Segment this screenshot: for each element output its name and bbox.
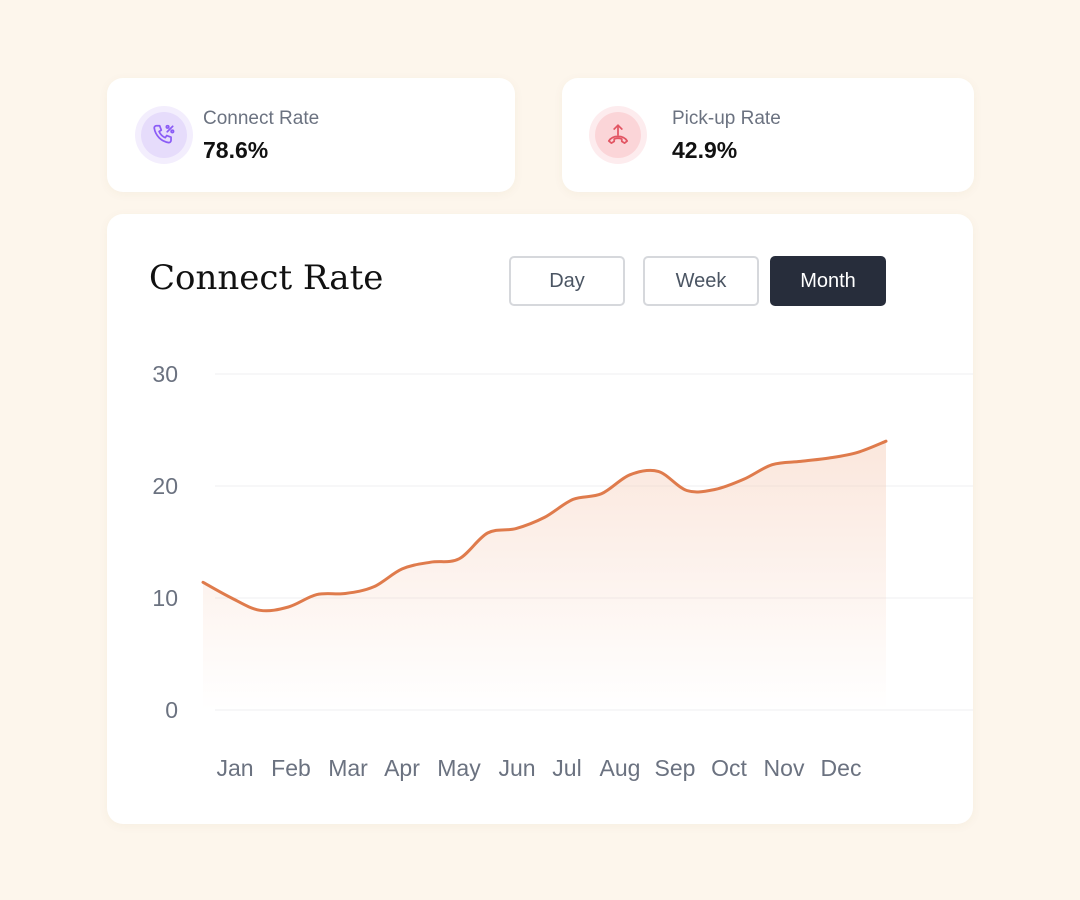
connect-rate-label: Connect Rate [203,108,320,129]
phone-percent-icon [141,112,187,158]
area-chart: 0 10 20 30 Jan Feb Mar Apr May Jun Jul Aug Sep Oct No… [152,361,973,781]
chart-title: Connect Rate [149,258,384,298]
x-tick-label: Sep [655,755,696,781]
pickup-rate-value: 42.9% [672,137,738,163]
phone-percent-icon-wrapper [135,106,193,164]
x-tick-label: Dec [821,755,862,781]
phone-pickup-icon [595,112,641,158]
x-tick-label: Oct [711,755,747,781]
x-tick-label: Feb [271,755,311,781]
y-tick-label: 30 [152,361,178,387]
y-tick-label: 0 [165,697,178,723]
y-tick-label: 20 [152,473,178,499]
pickup-rate-label: Pick-up Rate [672,108,781,129]
period-week-button[interactable]: Week [643,256,759,306]
series-line [201,439,888,613]
x-tick-label: Jun [498,755,535,781]
x-tick-label: May [437,755,481,781]
phone-pickup-icon-wrapper [589,106,647,164]
period-month-button[interactable]: Month [770,256,886,306]
y-tick-label: 10 [152,585,178,611]
x-tick-label: Aug [600,755,641,781]
series-area-fill [203,441,886,710]
x-tick-label: Nov [764,755,805,781]
y-axis-ticks: 0 10 20 30 [152,361,178,723]
connect-rate-chart-card: Connect Rate Day Week Month 0 10 20 30 Jan F… [107,214,973,824]
connect-rate-card: Connect Rate 78.6% [107,78,515,192]
x-tick-label: Apr [384,755,420,781]
connect-rate-value: 78.6% [203,137,269,163]
period-day-button[interactable]: Day [509,256,625,306]
pickup-rate-card: Pick-up Rate 42.9% [562,78,974,192]
x-axis-ticks: Jan Feb Mar Apr May Jun Jul Aug Sep Oct Nov Dec [216,755,861,781]
series-layer [201,439,888,710]
x-tick-label: Mar [328,755,368,781]
x-tick-label: Jul [552,755,581,781]
x-tick-label: Jan [216,755,253,781]
